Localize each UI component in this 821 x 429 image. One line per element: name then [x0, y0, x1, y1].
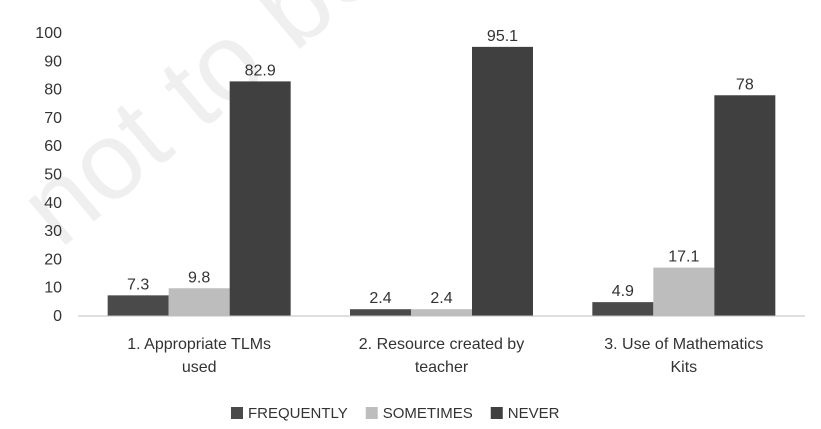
data-label: 95.1 — [487, 28, 518, 45]
data-labels-group: 7.3 9.8 82.9 2.4 2.4 95.1 4.9 17.1 78 — [127, 28, 754, 307]
data-label: 7.3 — [127, 276, 149, 293]
legend-swatch-sometimes — [365, 407, 378, 419]
y-axis: 0 10 20 30 40 50 60 70 80 90 100 — [35, 25, 62, 325]
legend-label-never: NEVER — [508, 405, 560, 422]
legend-swatch-frequently — [231, 407, 243, 419]
y-tick-label: 40 — [44, 195, 62, 212]
legend-swatch-never — [490, 407, 503, 419]
category-label: 2. Resource created by — [359, 336, 524, 353]
bar-sometimes — [653, 267, 715, 316]
data-label: 78 — [736, 76, 754, 93]
legend: FREQUENTLY SOMETIMES NEVER — [231, 405, 560, 422]
y-tick-label: 30 — [44, 223, 62, 240]
category-label: 3. Use of Mathematics — [604, 336, 763, 353]
y-tick-label: 60 — [44, 138, 62, 155]
category-label: teacher — [415, 359, 469, 376]
data-label: 4.9 — [612, 283, 634, 300]
y-tick-label: 70 — [44, 110, 62, 127]
y-tick-label: 0 — [53, 308, 62, 325]
bars-group — [107, 46, 776, 316]
y-tick-label: 50 — [44, 167, 62, 184]
data-label: 9.8 — [188, 269, 210, 286]
category-label: Kits — [670, 359, 697, 376]
category-label: 1. Appropriate TLMs — [127, 336, 271, 353]
y-tick-label: 10 — [44, 280, 62, 297]
category-label: used — [182, 359, 217, 376]
bar-frequently — [350, 309, 411, 316]
y-tick-label: 80 — [44, 82, 62, 99]
bar-never — [714, 95, 776, 316]
bar-never — [472, 46, 533, 316]
data-label: 2.4 — [369, 290, 391, 307]
data-label: 17.1 — [668, 249, 699, 266]
y-tick-label: 90 — [44, 53, 62, 70]
y-tick-label: 100 — [35, 25, 62, 42]
legend-label-frequently: FREQUENTLY — [248, 405, 348, 422]
bar-never — [229, 81, 291, 316]
bar-frequently — [592, 302, 654, 316]
bar-sometimes — [411, 309, 472, 316]
bar-sometimes — [168, 288, 230, 316]
y-tick-label: 20 — [44, 251, 62, 268]
data-label: 2.4 — [430, 290, 452, 307]
data-label: 82.9 — [245, 62, 276, 79]
legend-label-sometimes: SOMETIMES — [383, 405, 473, 422]
category-labels-group: 1. Appropriate TLMs used 2. Resource creat… — [127, 336, 763, 376]
bar-frequently — [107, 295, 169, 316]
